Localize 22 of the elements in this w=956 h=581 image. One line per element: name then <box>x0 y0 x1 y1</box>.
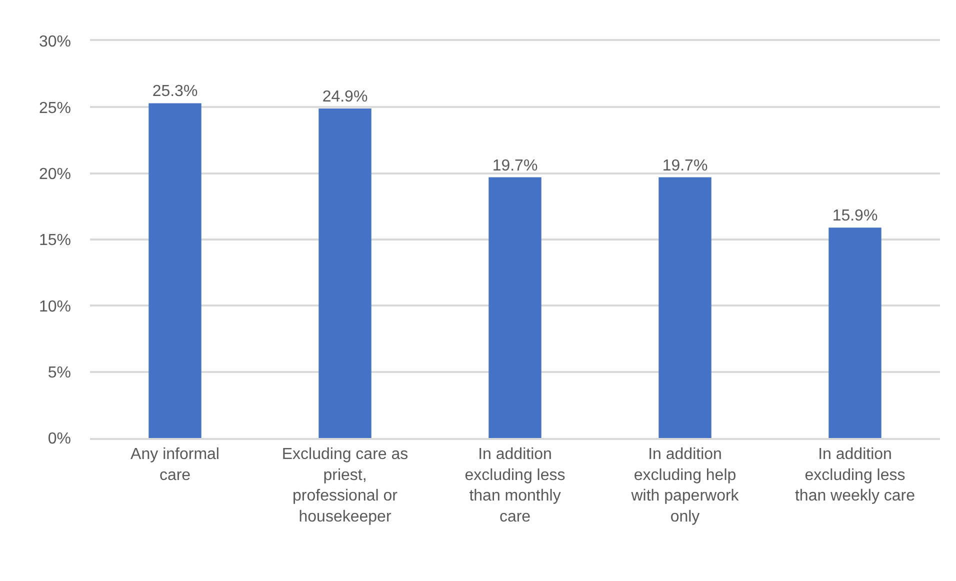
bar <box>658 177 712 438</box>
x-tick-label: In addition excluding less than monthly care <box>464 446 566 526</box>
y-tick-label: 20% <box>38 166 71 183</box>
bar <box>828 228 882 438</box>
data-label: 15.9% <box>832 208 878 225</box>
x-tick-label: Any informal care <box>130 446 220 484</box>
y-tick-label: 15% <box>38 232 71 250</box>
data-label: 24.9% <box>322 88 368 106</box>
x-tick-label: Excluding care as priest, professional or housekeeper <box>282 446 408 526</box>
y-tick-label: 5% <box>48 364 71 382</box>
x-tick-label: In addition excluding help with paperwork only <box>630 446 740 526</box>
y-tick-label: 10% <box>38 298 71 316</box>
bar <box>318 108 372 438</box>
x-tick-label: In addition excluding less than weekly care <box>794 446 916 505</box>
bar <box>488 177 542 438</box>
data-label: 25.3% <box>152 83 198 100</box>
data-label: 19.7% <box>662 157 708 174</box>
y-tick-label: 30% <box>38 34 71 51</box>
bar <box>148 103 202 438</box>
y-tick-label: 0% <box>48 430 71 448</box>
data-label: 19.7% <box>492 157 538 174</box>
y-tick-label: 25% <box>38 100 71 117</box>
